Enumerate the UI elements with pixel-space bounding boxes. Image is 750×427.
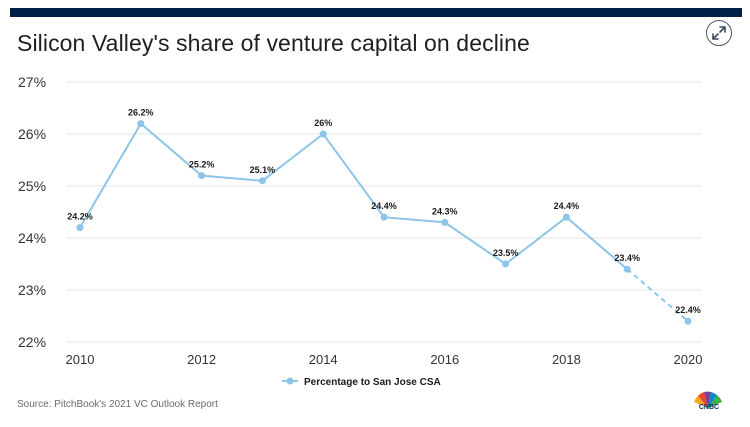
data-label: 22.4% [675, 305, 701, 315]
y-tick-label: 24% [18, 230, 46, 246]
expand-arrows-icon [712, 26, 726, 40]
y-tick-label: 23% [18, 282, 46, 298]
cnbc-peacock-logo [694, 391, 722, 408]
logo-text: CNBC [698, 404, 720, 411]
data-point [502, 260, 510, 268]
x-tick-label: 2014 [309, 352, 338, 367]
data-point [198, 172, 206, 180]
data-point [562, 213, 570, 221]
series-line-projected [626, 268, 689, 322]
y-tick-label: 27% [18, 74, 46, 90]
data-label: 23.4% [614, 253, 640, 263]
data-label: 24.3% [432, 206, 458, 216]
data-point [441, 218, 449, 226]
data-label: 26% [314, 118, 332, 128]
x-tick-label: 2020 [674, 352, 703, 367]
data-point [137, 120, 145, 128]
y-tick-label: 25% [18, 178, 46, 194]
x-tick-label: 2010 [66, 352, 95, 367]
legend-swatch-point [286, 377, 294, 385]
data-label: 26.2% [128, 108, 154, 118]
series-line [79, 122, 628, 270]
y-tick-label: 22% [18, 334, 46, 350]
data-label: 23.5% [493, 248, 519, 258]
data-label: 25.1% [250, 165, 276, 175]
data-point [684, 317, 692, 325]
y-tick-label: 26% [18, 126, 46, 142]
top-bar-strip [10, 8, 742, 17]
data-point [623, 265, 631, 273]
data-point [76, 224, 84, 232]
source-note: Source: PitchBook's 2021 VC Outlook Repo… [17, 399, 218, 410]
data-point [380, 213, 388, 221]
x-tick-label: 2012 [187, 352, 216, 367]
data-label: 24.4% [371, 201, 397, 211]
data-point [258, 177, 266, 185]
data-point [319, 130, 327, 138]
expand-button[interactable] [706, 20, 732, 46]
data-label: 25.2% [189, 160, 215, 170]
x-tick-label: 2018 [552, 352, 581, 367]
data-label: 24.2% [67, 212, 93, 222]
legend-label: Percentage to San Jose CSA [304, 377, 441, 388]
chart-title: Silicon Valley's share of venture capita… [17, 30, 530, 56]
data-label: 24.4% [554, 201, 580, 211]
x-tick-label: 2016 [430, 352, 459, 367]
